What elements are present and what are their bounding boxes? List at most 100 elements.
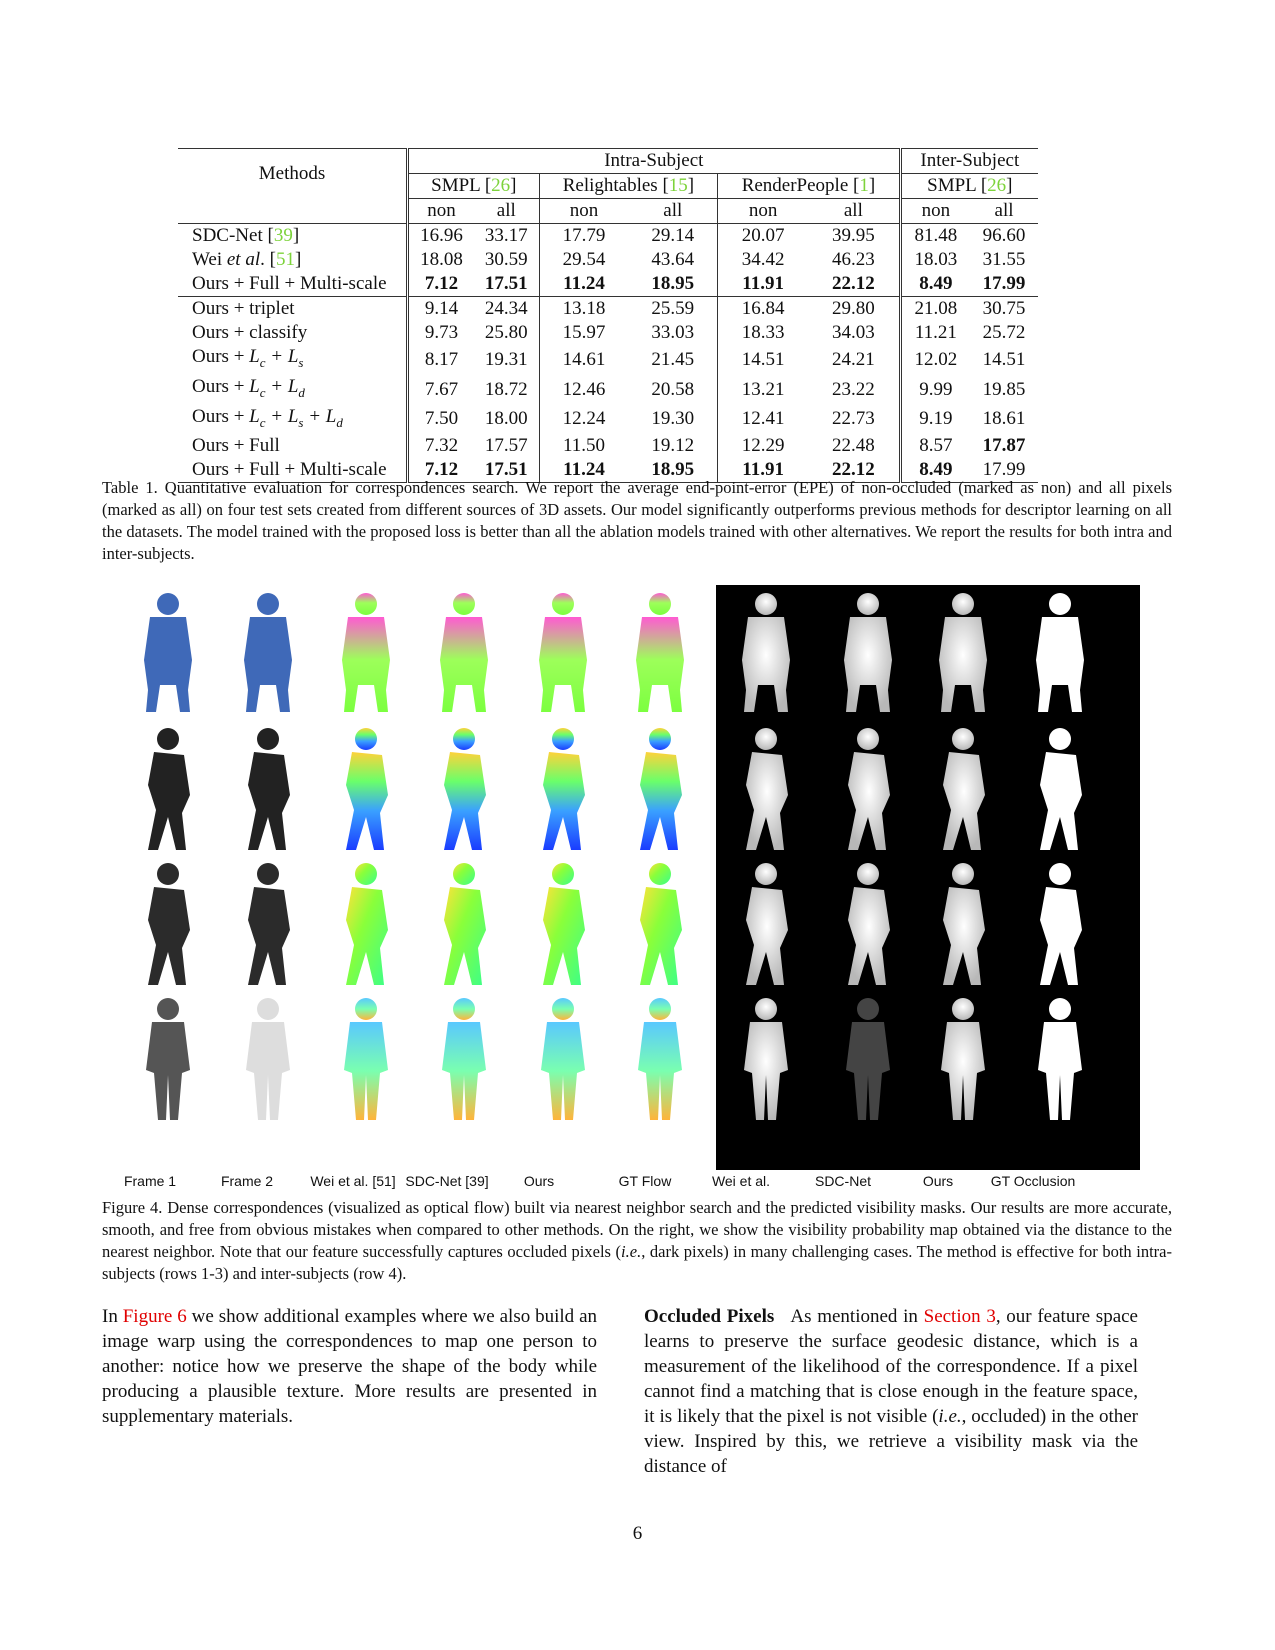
person-silhouette bbox=[248, 863, 290, 985]
value-cell: 12.29 bbox=[717, 434, 809, 459]
value-cell: 25.72 bbox=[982, 322, 1026, 343]
person-silhouette bbox=[1040, 863, 1082, 985]
person-silhouette bbox=[640, 863, 682, 985]
label-wei-flow: Wei et al. [51] bbox=[310, 1173, 396, 1189]
left-column-text: In Figure 6 we show additional examples … bbox=[102, 1306, 598, 1427]
subheader-all: all bbox=[808, 198, 901, 224]
dataset-header-smpl-inter: SMPL [26] bbox=[898, 173, 1038, 199]
value-cell: 9.99 bbox=[898, 374, 971, 405]
section-3-link[interactable]: Section 3 bbox=[923, 1306, 996, 1327]
value-cell: 29.54 bbox=[538, 248, 629, 272]
table-row: Ours + Lc + Ls 8.17 19.31 14.61 21.45 14.51 24… bbox=[178, 345, 1038, 375]
value-cell: 22.12 bbox=[808, 458, 901, 484]
person-silhouette bbox=[848, 728, 890, 850]
person-silhouette bbox=[344, 998, 388, 1120]
right-column-text: Occluded Pixels As mentioned in Section … bbox=[644, 1306, 1139, 1477]
section-heading-occluded-pixels: Occluded Pixels bbox=[644, 1306, 775, 1327]
value-cell: 14.51 bbox=[717, 345, 809, 375]
value-cell: 18.03 bbox=[898, 248, 971, 272]
person-silhouette bbox=[1036, 593, 1084, 712]
value-cell: 12.24 bbox=[538, 404, 629, 435]
table-row: Ours + Lc + Ls + Ld 7.50 18.00 12.24 19.30 12… bbox=[178, 404, 1038, 435]
value-cell: 18.33 bbox=[717, 321, 809, 345]
value-cell: 11.50 bbox=[538, 434, 629, 459]
value-cell: 16.96 bbox=[405, 223, 474, 248]
table-row: Ours + classify 9.73 25.80 15.97 33.03 18.33 3… bbox=[178, 321, 1038, 345]
person-silhouette bbox=[440, 593, 488, 712]
person-silhouette bbox=[444, 863, 486, 985]
value-cell: 23.22 bbox=[831, 378, 875, 400]
value-cell: 39.95 bbox=[831, 225, 875, 246]
value-cell: 14.51 bbox=[982, 348, 1026, 370]
value-cell: 8.49 bbox=[898, 272, 971, 297]
value-cell: 33.03 bbox=[651, 322, 695, 343]
value-cell: 34.03 bbox=[831, 322, 875, 343]
method-cell: Ours + Full + Multi-scale bbox=[178, 458, 408, 484]
table-row: Ours + Lc + Ld 7.67 18.72 12.46 20.58 13.21 23… bbox=[178, 374, 1038, 405]
value-cell: 12.02 bbox=[898, 345, 971, 375]
value-cell: 17.99 bbox=[982, 273, 1026, 294]
label-ours-vis: Ours bbox=[922, 1173, 954, 1189]
figure-6-link[interactable]: Figure 6 bbox=[122, 1306, 187, 1327]
value-cell: 17.99 bbox=[970, 458, 1038, 484]
dataset-header-renderpeople: RenderPeople [1] bbox=[717, 173, 901, 199]
figure-caption: Figure 4. Dense correspondences (visuali… bbox=[102, 1198, 1172, 1283]
person-silhouette bbox=[144, 593, 192, 712]
value-cell: 18.95 bbox=[651, 273, 695, 294]
person-silhouette bbox=[943, 728, 985, 850]
person-silhouette bbox=[246, 998, 290, 1120]
person-silhouette bbox=[543, 863, 585, 985]
method-cell: Wei et al. [51] bbox=[192, 249, 302, 270]
subheader-all: all bbox=[970, 198, 1038, 224]
inter-subject-header: Inter-Subject bbox=[898, 148, 1038, 174]
value-cell: 34.42 bbox=[717, 248, 809, 272]
value-cell: 24.21 bbox=[831, 348, 875, 370]
value-cell: 17.51 bbox=[473, 458, 540, 484]
label-sdcnet-flow: SDC-Net [39] bbox=[405, 1173, 489, 1189]
person-silhouette bbox=[444, 728, 486, 850]
value-cell: 18.95 bbox=[628, 458, 718, 484]
label-frame-1: Frame 1 bbox=[123, 1173, 177, 1189]
person-silhouette bbox=[146, 998, 190, 1120]
intra-subject-header: Intra-Subject bbox=[406, 148, 901, 174]
value-cell: 9.14 bbox=[405, 296, 474, 321]
value-cell: 17.79 bbox=[538, 223, 629, 248]
value-cell: 24.34 bbox=[473, 296, 540, 321]
table-caption: Table 1. Quantitative evaluation for cor… bbox=[102, 478, 1172, 563]
person-silhouette bbox=[541, 998, 585, 1120]
value-cell: 18.08 bbox=[405, 248, 474, 272]
table-row: Ours + triplet 9.14 24.34 13.18 25.59 16.84 29… bbox=[178, 296, 1038, 321]
value-cell: 13.18 bbox=[538, 296, 629, 321]
person-silhouette bbox=[636, 593, 684, 712]
value-cell: 43.64 bbox=[651, 249, 695, 270]
value-cell: 81.48 bbox=[898, 223, 971, 248]
person-silhouette bbox=[346, 728, 388, 850]
value-cell: 20.58 bbox=[651, 378, 695, 400]
person-silhouette bbox=[248, 728, 290, 850]
value-cell: 13.21 bbox=[717, 374, 809, 405]
person-silhouette bbox=[846, 998, 890, 1120]
value-cell: 17.51 bbox=[484, 273, 528, 294]
value-cell: 8.49 bbox=[898, 458, 971, 484]
dataset-header-smpl: SMPL [26] bbox=[406, 173, 540, 199]
value-cell: 16.84 bbox=[717, 296, 809, 321]
method-cell: SDC-Net [39] bbox=[192, 225, 300, 246]
value-cell: 21.08 bbox=[898, 296, 971, 321]
value-cell: 7.12 bbox=[405, 458, 474, 484]
value-cell: 7.12 bbox=[405, 272, 474, 297]
value-cell: 11.91 bbox=[717, 272, 809, 297]
person-silhouette bbox=[1038, 998, 1082, 1120]
label-wei-vis: Wei et al. bbox=[711, 1173, 771, 1189]
subheader-non: non bbox=[538, 198, 629, 224]
table-row: Wei et al. [51] 18.08 30.59 29.54 43.64 34.42… bbox=[178, 248, 1038, 272]
value-cell: 7.67 bbox=[405, 374, 474, 405]
method-cell: Ours + triplet bbox=[178, 296, 408, 321]
results-table: Methods Intra-Subject Inter-Subject SMPL… bbox=[178, 148, 1038, 484]
value-cell: 12.41 bbox=[717, 404, 809, 435]
value-cell: 29.14 bbox=[651, 225, 695, 246]
value-cell: 14.61 bbox=[538, 345, 629, 375]
person-silhouette bbox=[939, 593, 987, 712]
table-row: Ours + Full 7.32 17.57 11.50 19.12 12.29 22.48… bbox=[178, 434, 1038, 459]
person-silhouette bbox=[640, 728, 682, 850]
value-cell: 22.12 bbox=[831, 273, 875, 294]
